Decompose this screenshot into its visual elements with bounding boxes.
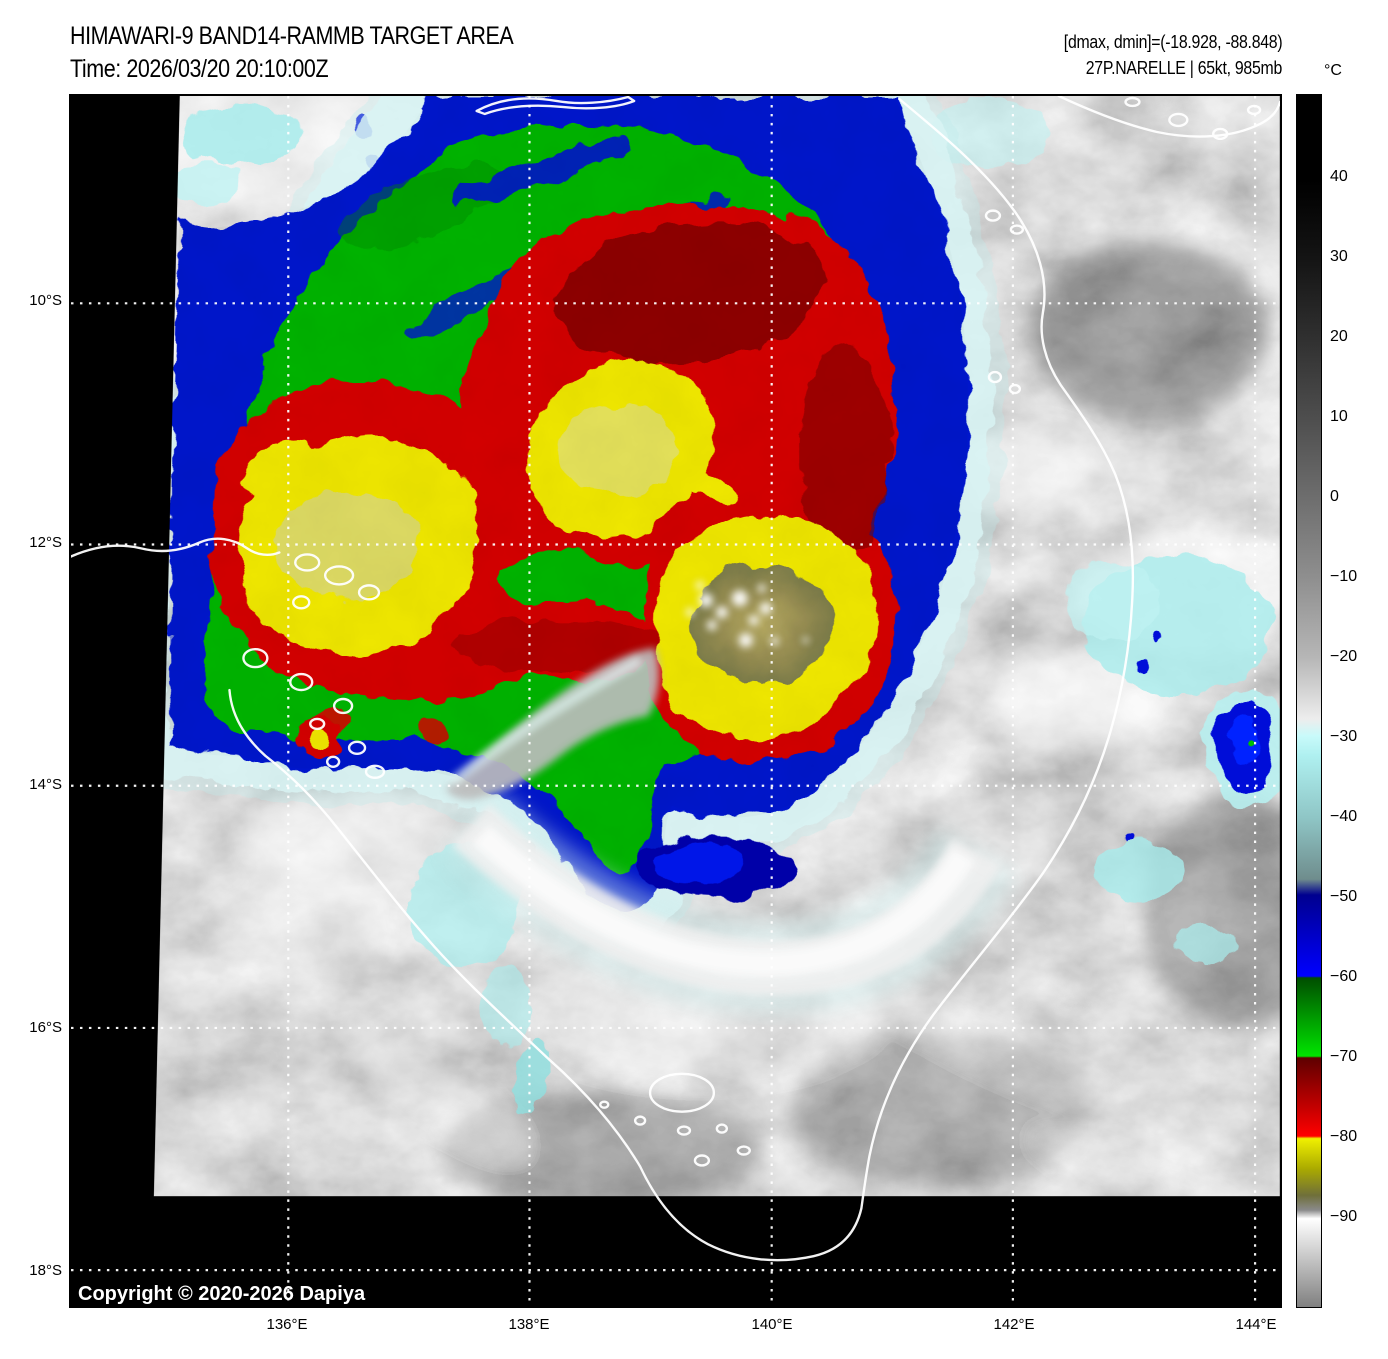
coastlines (71, 96, 1280, 1262)
colorbar-tick: −50 (1330, 888, 1358, 905)
lon-tick-label: 142°E (993, 1316, 1035, 1333)
satellite-map (69, 94, 1282, 1308)
colorbar-tick: −30 (1330, 728, 1358, 745)
colorbar-tick: 20 (1330, 328, 1348, 345)
timestamp: Time: 2026/03/20 20:10:00Z (70, 55, 329, 83)
colorbar-tick: −60 (1330, 968, 1358, 985)
colorbar-tick: −80 (1330, 1128, 1358, 1145)
lon-tick-label: 136°E (266, 1316, 308, 1333)
colorbar-tick: −40 (1330, 808, 1358, 825)
feeder-band-arc (439, 790, 1018, 1014)
lat-tick-label: 18°S (29, 1262, 62, 1279)
colorbar-tick: 0 (1330, 488, 1339, 505)
figure-title: HIMAWARI-9 BAND14-RAMMB TARGET AREA (70, 22, 514, 50)
colorbar-tick: −70 (1330, 1048, 1358, 1065)
cyan-cloud-patches (170, 96, 1274, 1118)
dry-slot (445, 648, 660, 800)
colorbar-tick: 30 (1330, 248, 1348, 265)
overshooting-tops (685, 581, 809, 648)
lat-tick-label: 10°S (29, 292, 62, 309)
temperature-colorbar (1296, 94, 1322, 1308)
range-annotation: [dmax, dmin]=(-18.928, -88.848) (1063, 32, 1282, 52)
storm-annotation: 27P.NARELLE | 65kt, 985mb (1085, 58, 1283, 78)
nodata-bottom-band (71, 1196, 1280, 1306)
lon-tick-label: 138°E (508, 1316, 550, 1333)
ir-grayscale-clouds (153, 96, 1280, 1197)
lat-tick-label: 14°S (29, 776, 62, 793)
colorbar-unit: °C (1324, 62, 1342, 79)
lat-tick-label: 12°S (29, 534, 62, 551)
colorbar-tick: −10 (1330, 568, 1358, 585)
colorbar-tick: 40 (1330, 168, 1348, 185)
copyright-label: Copyright © 2020-2026 Dapiya (78, 1283, 366, 1305)
lon-tick-label: 140°E (751, 1316, 793, 1333)
nodata-left-wedge (71, 96, 180, 1197)
satellite-imagery (71, 96, 1280, 1306)
colorbar-tick: −20 (1330, 648, 1358, 665)
lon-tick-label: 144°E (1235, 1316, 1277, 1333)
colorbar-tick: −90 (1330, 1208, 1358, 1225)
lat-tick-label: 16°S (29, 1019, 62, 1036)
colorbar-tick: 10 (1330, 408, 1348, 425)
